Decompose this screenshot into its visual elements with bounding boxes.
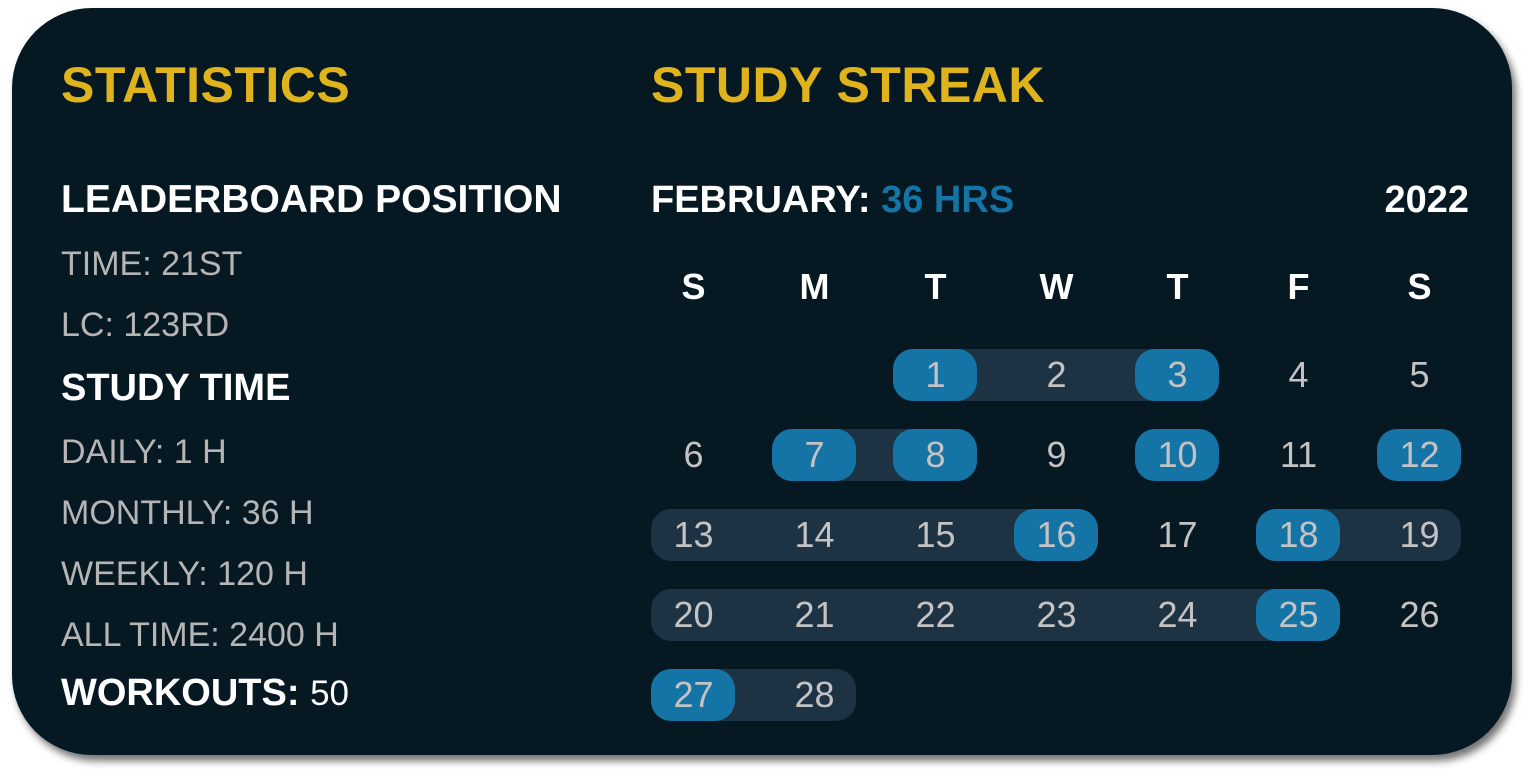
calendar-day[interactable]: 5	[1409, 354, 1430, 395]
calendar-day[interactable]: 9	[1046, 434, 1067, 475]
workouts: WORKOUTS: 50	[61, 673, 349, 714]
calendar-day[interactable]: 3	[1167, 354, 1188, 395]
study-all-time: ALL TIME: 2400 H	[61, 616, 339, 654]
calendar-day[interactable]: 18	[1278, 514, 1319, 555]
leaderboard-lc: LC: 123RD	[61, 306, 230, 344]
weekday-header: W	[1039, 266, 1074, 307]
calendar-day[interactable]: 21	[794, 594, 835, 635]
statistics-title: STATISTICS	[61, 57, 351, 113]
year-label: 2022	[1384, 179, 1469, 221]
calendar-day[interactable]: 7	[804, 434, 825, 475]
workouts-value: 50	[310, 674, 350, 713]
calendar-day[interactable]: 23	[1036, 594, 1077, 635]
calendar-day[interactable]: 19	[1399, 514, 1440, 555]
studied-day-highlight	[772, 429, 856, 481]
study-time-heading: STUDY TIME	[61, 367, 291, 409]
month-summary: FEBRUARY: 36 HRS	[651, 180, 1014, 220]
study-weekly: WEEKLY: 120 H	[61, 555, 308, 593]
study-streak-title: STUDY STREAK	[651, 57, 1046, 113]
weekday-header: T	[924, 266, 947, 307]
calendar-day[interactable]: 14	[794, 514, 835, 555]
weekday-header: T	[1166, 266, 1189, 307]
calendar-day[interactable]: 12	[1399, 434, 1440, 475]
calendar-day[interactable]: 20	[673, 594, 714, 635]
calendar-day[interactable]: 1	[925, 354, 946, 395]
calendar-day[interactable]: 17	[1157, 514, 1198, 555]
study-daily: DAILY: 1 H	[61, 433, 227, 471]
study-monthly: MONTHLY: 36 H	[61, 494, 314, 532]
studied-day-highlight	[1256, 589, 1340, 641]
weekday-header: S	[681, 266, 706, 307]
calendar-day[interactable]: 22	[915, 594, 956, 635]
calendar-day[interactable]: 15	[915, 514, 956, 555]
studied-day-highlight	[1377, 429, 1461, 481]
calendar-day[interactable]: 25	[1278, 594, 1319, 635]
leaderboard-heading: LEADERBOARD POSITION	[61, 178, 562, 221]
studied-day-highlight	[651, 669, 735, 721]
calendar-day[interactable]: 8	[925, 434, 946, 475]
weekday-header: F	[1287, 266, 1310, 307]
studied-day-highlight	[893, 429, 977, 481]
calendar-day[interactable]: 27	[673, 674, 714, 715]
workouts-label: WORKOUTS:	[61, 672, 300, 714]
weekday-header: M	[799, 266, 830, 307]
calendar-day[interactable]: 2	[1046, 354, 1067, 395]
streak-track	[651, 589, 1340, 641]
calendar-day[interactable]: 10	[1157, 434, 1198, 475]
calendar-day[interactable]: 28	[794, 674, 835, 715]
calendar-day[interactable]: 26	[1399, 594, 1440, 635]
studied-day-highlight	[1256, 509, 1340, 561]
calendar-day[interactable]: 24	[1157, 594, 1198, 635]
calendar-day[interactable]: 11	[1279, 434, 1318, 475]
calendar-day[interactable]: 16	[1036, 514, 1077, 555]
calendar-day[interactable]: 13	[673, 514, 714, 555]
studied-day-highlight	[1135, 349, 1219, 401]
calendar-day[interactable]: 4	[1288, 354, 1309, 395]
month-label: FEBRUARY:	[651, 179, 871, 221]
month-hours: 36 HRS	[881, 179, 1015, 221]
weekday-header: S	[1407, 266, 1432, 307]
studied-day-highlight	[893, 349, 977, 401]
calendar-day[interactable]: 6	[683, 434, 704, 475]
studied-day-highlight	[1135, 429, 1219, 481]
leaderboard-time: TIME: 21ST	[61, 245, 243, 283]
studied-day-highlight	[1014, 509, 1098, 561]
